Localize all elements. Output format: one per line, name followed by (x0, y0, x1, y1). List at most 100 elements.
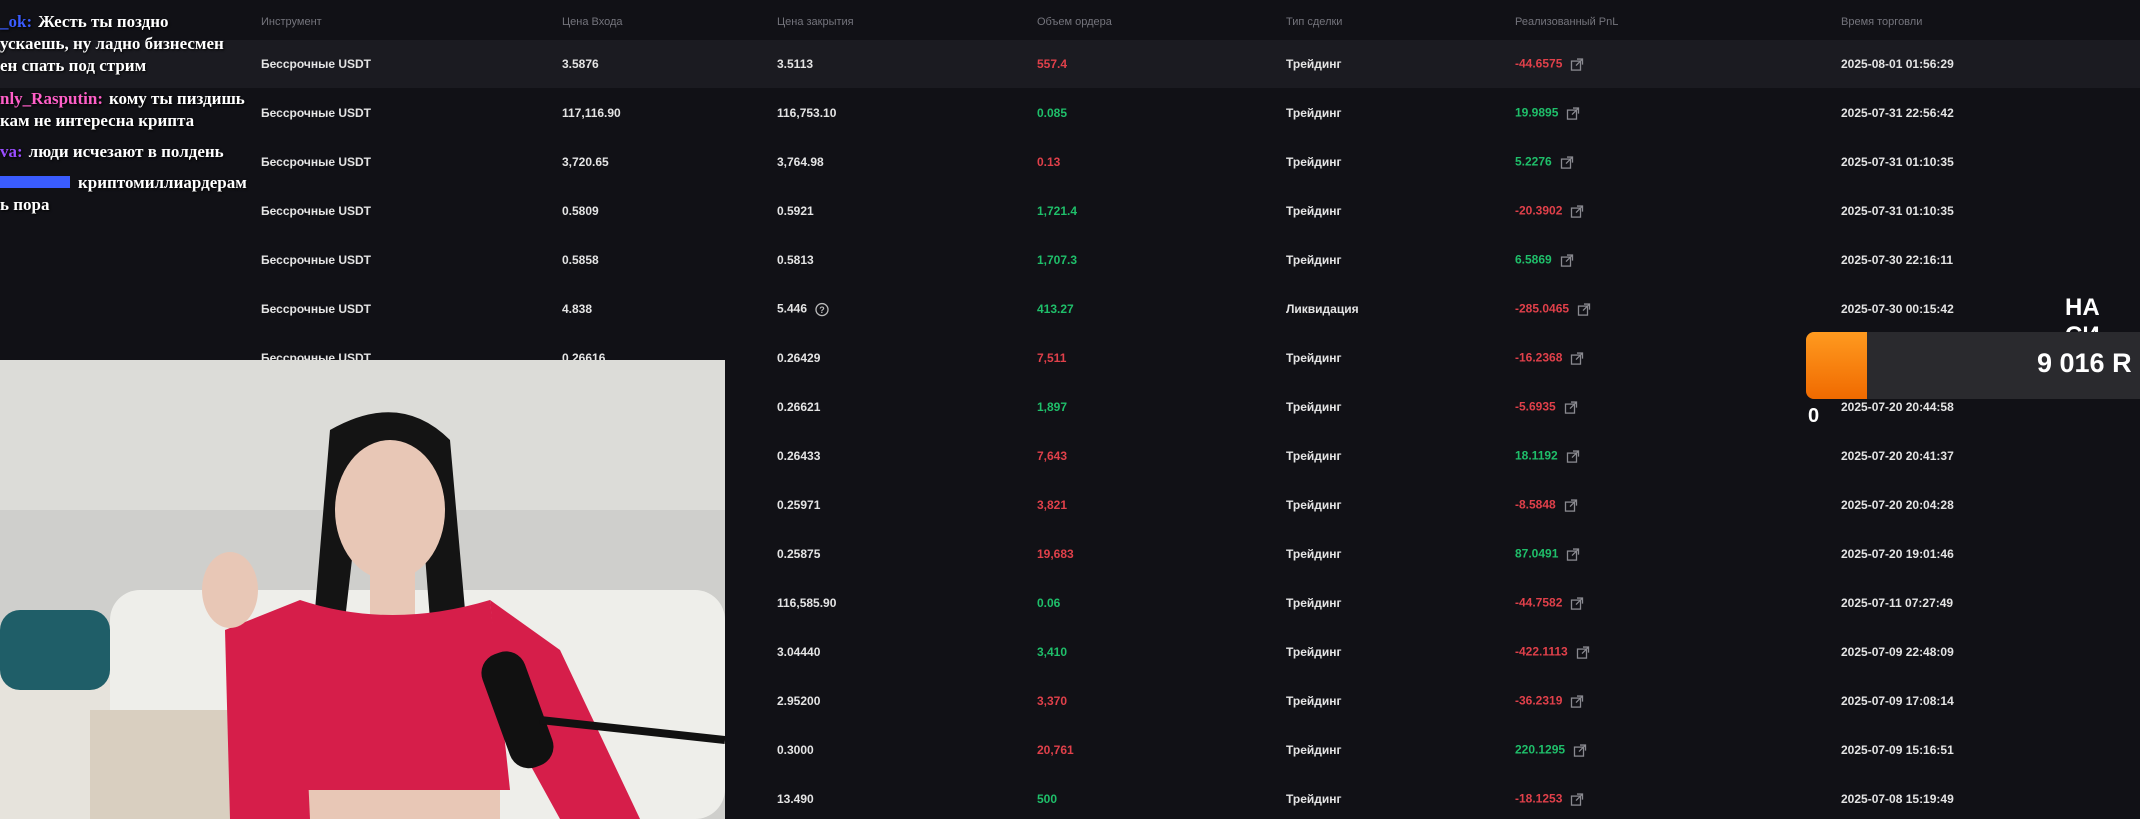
close-price: 3.04440 (777, 645, 821, 659)
close-price: 0.25971 (777, 498, 821, 512)
volume: 0.13 (1037, 155, 1061, 169)
external-link-icon (1564, 499, 1577, 512)
external-link-icon (1571, 205, 1584, 218)
close-price: 0.3000 (777, 743, 814, 757)
type: Трейдинг (1286, 351, 1342, 365)
external-link-icon (1564, 401, 1577, 414)
pnl: -44.7582 (1515, 596, 1584, 611)
external-link-icon (1571, 695, 1584, 708)
entry-price: 3,720.65 (562, 155, 609, 169)
close-price: 0.25875 (777, 547, 821, 561)
close-price: 116,585.90 (777, 596, 837, 610)
entry-price: 0.5809 (562, 204, 599, 218)
time: 2025-07-09 15:16:51 (1841, 743, 1954, 757)
time: 2025-07-20 20:04:28 (1841, 498, 1954, 512)
volume: 19,683 (1037, 547, 1074, 561)
chat-line: _ok: Жесть ты поздно (0, 12, 169, 32)
chat-line: ен спать под стрим (0, 56, 146, 76)
goal-progress (1806, 332, 1867, 399)
column-header: Цена Входа (562, 16, 623, 28)
pnl: -8.5848 (1515, 498, 1578, 513)
volume: 7,643 (1037, 449, 1068, 463)
chat-line: nly_Rasputin: кому ты пиздишь (0, 89, 245, 109)
type: Трейдинг (1286, 645, 1342, 659)
type: Трейдинг (1286, 155, 1342, 169)
external-link-icon (1571, 58, 1584, 71)
row-highlight (0, 40, 2140, 88)
pnl: -44.6575 (1515, 57, 1584, 72)
column-header: Реализованный PnL (1515, 16, 1619, 28)
volume: 557.4 (1037, 57, 1068, 71)
time: 2025-07-08 15:19:49 (1841, 792, 1954, 806)
volume: 20,761 (1037, 743, 1074, 757)
chat-line: криптомиллиардерам (0, 173, 247, 193)
pnl: 18.1192 (1515, 449, 1580, 464)
webcam (0, 360, 725, 819)
time: 2025-07-31 01:10:35 (1841, 155, 1954, 169)
goal-start: 0 (1808, 405, 1820, 427)
pnl: -285.0465 (1515, 302, 1591, 317)
type: Трейдинг (1286, 694, 1342, 708)
pnl: 5.2276 (1515, 155, 1574, 170)
time: 2025-07-20 20:41:37 (1841, 449, 1954, 463)
chat-text: кам не интересна крипта (0, 111, 195, 130)
time: 2025-07-20 20:44:58 (1841, 400, 1954, 414)
chat-line: кам не интересна крипта (0, 111, 194, 131)
time: 2025-07-30 00:15:42 (1841, 302, 1954, 316)
external-link-icon (1571, 597, 1584, 610)
close-price: 0.5813 (777, 253, 814, 267)
type: Трейдинг (1286, 57, 1342, 71)
type: Трейдинг (1286, 743, 1342, 757)
external-link-icon (1571, 793, 1584, 806)
column-header: Инструмент (261, 16, 322, 28)
external-link-icon (1560, 254, 1573, 267)
external-link-icon (1566, 450, 1579, 463)
close-price: 13.490 (777, 792, 814, 806)
instrument: Бессрочные USDT (261, 57, 371, 71)
type: Трейдинг (1286, 547, 1342, 561)
external-link-icon (1576, 646, 1589, 659)
type: Трейдинг (1286, 792, 1342, 806)
close-price: 0.26429 (777, 351, 821, 365)
chat-text: криптомиллиардерам (78, 173, 247, 192)
close-price: 3,764.98 (777, 155, 824, 169)
chat-line: ускаешь, ну ладно бизнесмен (0, 34, 224, 54)
type: Трейдинг (1286, 596, 1342, 610)
close-price: 0.26433 (777, 449, 821, 463)
column-header: Объем ордера (1037, 16, 1112, 28)
close-price: 5.446? (777, 302, 829, 317)
external-link-icon (1571, 352, 1584, 365)
entry-price: 4.838 (562, 302, 593, 316)
instrument: Бессрочные USDT (261, 204, 371, 218)
chat-text: ускаешь, ну ладно бизнесмен (0, 34, 224, 53)
column-header: Цена закрытия (777, 16, 854, 28)
instrument: Бессрочные USDT (261, 253, 371, 267)
volume: 7,511 (1037, 351, 1067, 365)
chat-user: nly_Rasputin: (0, 89, 103, 108)
volume: 3,370 (1037, 694, 1068, 708)
column-header: Время торговли (1841, 16, 1923, 28)
external-link-icon (1577, 303, 1591, 316)
pnl: -16.2368 (1515, 351, 1584, 366)
chat-text: ен спать под стрим (0, 56, 147, 75)
pnl: -20.3902 (1515, 204, 1584, 219)
time: 2025-07-09 22:48:09 (1841, 645, 1954, 659)
chat-text: кому ты пиздишь (108, 89, 245, 108)
goal-amount: 9 016 R (2037, 348, 2132, 378)
instrument: Бессрочные USDT (261, 302, 371, 316)
time: 2025-07-20 19:01:46 (1841, 547, 1954, 561)
svg-text:?: ? (819, 305, 825, 315)
pnl: 19.9895 (1515, 106, 1580, 121)
close-price: 116,753.10 (777, 106, 837, 120)
time: 2025-07-30 22:16:11 (1841, 253, 1954, 267)
volume: 1,897 (1037, 400, 1068, 414)
time: 2025-08-01 01:56:29 (1841, 57, 1954, 71)
pnl: 87.0491 (1515, 547, 1580, 562)
external-link-icon (1567, 548, 1580, 561)
volume: 1,721.4 (1037, 204, 1078, 218)
close-price: 2.95200 (777, 694, 821, 708)
instrument: Бессрочные USDT (261, 106, 371, 120)
close-price: 0.5921 (777, 204, 814, 218)
chat-line: va: люди исчезают в полдень (0, 142, 224, 162)
